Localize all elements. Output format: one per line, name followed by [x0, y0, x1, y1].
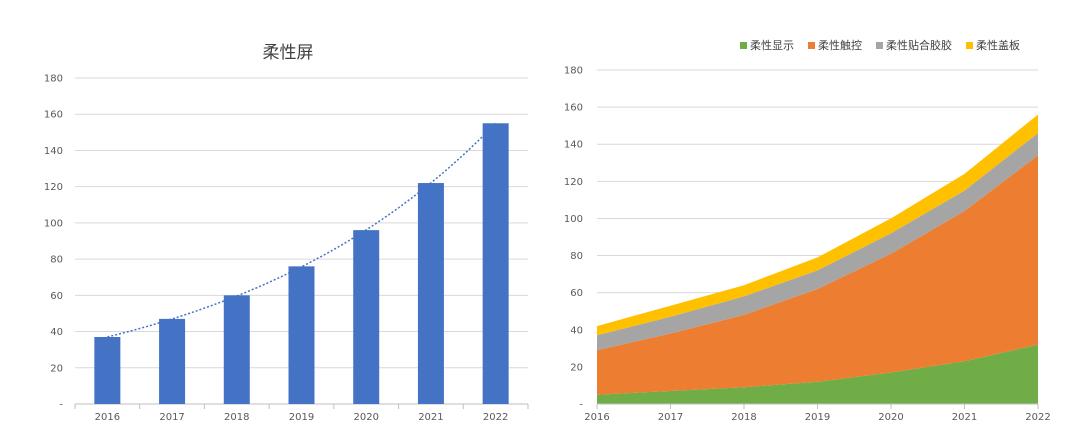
bar-chart-svg: - 20 40 60 80 100 120 140 160 180 2016 2017 2018 2019…	[44, 74, 529, 423]
legend: 柔性显示 柔性触控 柔性贴合胶胶 柔性盖板	[680, 37, 1080, 53]
x-tick-label: 2019	[289, 412, 314, 423]
bar	[159, 318, 186, 404]
legend-label: 柔性盖板	[976, 39, 1020, 52]
chart-title: 柔性屏	[262, 43, 314, 63]
x-tick-label: 2016	[95, 412, 120, 423]
bar	[353, 230, 380, 404]
y-tick-label: 40	[570, 325, 583, 336]
x-tick-label: 2017	[658, 412, 683, 423]
x-tick-label: 2016	[584, 412, 609, 423]
bar	[288, 266, 315, 404]
legend-item-touch: 柔性触控	[808, 37, 862, 53]
x-tick-label: 2019	[805, 412, 830, 423]
y-tick-label: 40	[50, 327, 63, 338]
x-tick-label: 2018	[731, 412, 756, 423]
y-tick-label: 160	[44, 110, 63, 121]
legend-item-display: 柔性显示	[740, 37, 794, 53]
legend-label: 柔性贴合胶胶	[886, 39, 952, 52]
y-tick-label: 20	[570, 362, 583, 373]
y-tick-label: 80	[570, 251, 583, 262]
legend-label: 柔性显示	[750, 39, 794, 52]
x-tick-label: 2021	[952, 412, 977, 423]
area-chart-panel: 柔性显示 柔性触控 柔性贴合胶胶 柔性盖板 - 20 40 60 80 100 120 140…	[540, 0, 1080, 448]
bar	[94, 336, 121, 404]
x-tick-label: 2020	[878, 412, 903, 423]
y-tick-label: 20	[50, 363, 63, 374]
y-tick-label: 160	[564, 103, 583, 114]
trendline	[107, 122, 497, 338]
y-tick-label: 100	[44, 218, 63, 229]
x-tick-label: 2022	[483, 412, 508, 423]
x-tick-label: 2020	[353, 412, 378, 423]
y-tick-label: -	[579, 400, 583, 411]
x-tick-label: 2022	[1025, 412, 1050, 423]
y-tick-label: 100	[564, 214, 583, 225]
y-tick-label: -	[59, 400, 63, 411]
area-chart-svg: - 20 40 60 80 100 120 140 160 180 2016 2017 2018 2019…	[564, 66, 1051, 424]
y-tick-label: 180	[44, 74, 63, 85]
y-tick-label: 60	[50, 291, 63, 302]
bar-chart-panel: 柔性屏 - 20 40 60 80 100 120 140 160 180 2016 2017 2018…	[44, 43, 529, 423]
y-tick-label: 120	[564, 177, 583, 188]
x-tick-label: 2021	[418, 412, 443, 423]
y-tick-label: 140	[44, 146, 63, 157]
legend-swatch-display	[740, 41, 747, 49]
legend-swatch-cover	[966, 41, 973, 49]
y-tick-label: 60	[570, 288, 583, 299]
legend-swatch-touch	[808, 41, 815, 49]
bar	[417, 183, 444, 404]
area-series	[597, 133, 1038, 351]
legend-swatch-adhesive	[876, 41, 883, 49]
y-tick-label: 140	[564, 140, 583, 151]
y-tick-label: 120	[44, 182, 63, 193]
legend-label: 柔性触控	[818, 39, 862, 52]
bar	[482, 123, 509, 405]
legend-item-cover: 柔性盖板	[966, 37, 1020, 53]
x-tick-label: 2018	[224, 412, 249, 423]
legend-item-adhesive: 柔性贴合胶胶	[876, 37, 952, 53]
y-tick-label: 180	[564, 66, 583, 77]
area-series	[597, 155, 1038, 395]
y-tick-label: 80	[50, 255, 63, 266]
x-tick-label: 2017	[159, 412, 184, 423]
bar	[223, 295, 250, 404]
